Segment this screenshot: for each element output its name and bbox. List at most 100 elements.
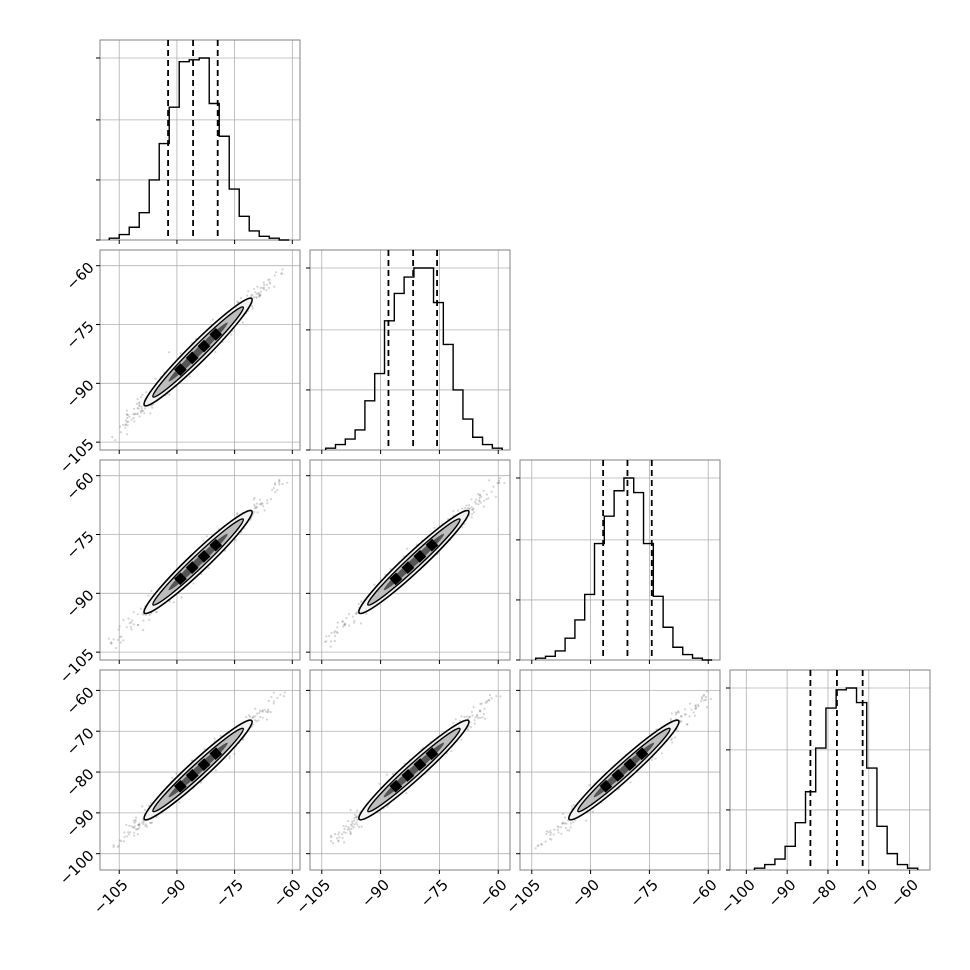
- panel-20-point: [155, 611, 158, 614]
- panel-10-point: [138, 415, 141, 418]
- panel-20-point: [148, 618, 151, 621]
- hist-panel-0: [96, 39, 301, 244]
- panel-30-point: [257, 719, 260, 722]
- panel-10-point: [124, 419, 128, 422]
- panel-21-point: [355, 612, 358, 615]
- panel-32-point: [694, 704, 698, 707]
- panel-21-point: [470, 516, 473, 519]
- panel-32-point: [571, 805, 574, 808]
- panel-31-point: [349, 832, 352, 835]
- panel-31-point: [385, 773, 388, 776]
- panel-10-point: [137, 407, 140, 410]
- panel-21-contours: [358, 509, 470, 615]
- panel-10-point: [127, 420, 130, 423]
- panel-32-point: [674, 711, 677, 714]
- panel-10-point: [133, 413, 136, 416]
- panel-31-point: [485, 701, 488, 704]
- panel-30-point: [134, 828, 138, 831]
- panel-10-point: [250, 305, 254, 308]
- panel-20-point: [235, 513, 238, 516]
- panel-10-point: [253, 287, 256, 290]
- panel-30-point: [143, 808, 146, 812]
- panel-31-point: [341, 833, 344, 836]
- panel-10-point: [137, 402, 140, 405]
- panel-32-point: [700, 696, 704, 699]
- density-peak-0: [389, 779, 403, 793]
- panel-10-point: [258, 292, 261, 295]
- density-peak-0: [599, 779, 613, 793]
- density-peak-2: [197, 758, 211, 771]
- panel-30-point: [272, 700, 276, 703]
- panel-20-point: [192, 582, 195, 585]
- panel-20-point: [141, 613, 144, 616]
- panel-31-point: [337, 840, 340, 843]
- panel-10-point: [141, 409, 144, 413]
- panel-21-point: [483, 499, 486, 502]
- density-peak-3: [635, 747, 649, 761]
- panel-30-point: [199, 781, 202, 784]
- panel-20-point: [278, 481, 281, 484]
- panel-20-point: [142, 619, 145, 622]
- panel-10-point: [132, 416, 135, 420]
- panel-10-point: [262, 288, 266, 291]
- panel-21-point: [333, 631, 336, 634]
- panel-31-point: [483, 717, 487, 721]
- x-tick-label-col2-2: −75: [627, 876, 662, 911]
- panel-21-point: [345, 617, 348, 620]
- panel-31-point: [347, 820, 350, 823]
- panel-32-point: [572, 803, 576, 807]
- panel-31-point: [355, 815, 358, 818]
- panel-20-point: [115, 647, 118, 650]
- panel-32-point: [540, 842, 543, 846]
- panel-20-point: [118, 625, 121, 628]
- density-peak-1: [185, 769, 199, 782]
- panel-10-point: [254, 291, 257, 294]
- panel-20-frame: [99, 459, 301, 661]
- panel-32-point: [700, 697, 704, 700]
- panel-32-point: [700, 700, 703, 703]
- panel-31-point: [468, 715, 471, 719]
- contour-inner: [383, 742, 445, 798]
- contour-inner: [383, 533, 445, 591]
- panel-30-point: [261, 709, 264, 712]
- panel-30-point: [266, 711, 269, 714]
- panel-31-point: [355, 821, 358, 824]
- panel-30-point: [128, 824, 131, 828]
- panel-32-point: [540, 843, 543, 846]
- panel-32-point: [544, 840, 547, 843]
- panel-10-point: [111, 435, 114, 439]
- panel-20-point: [130, 621, 133, 624]
- panel-10-point: [126, 421, 129, 424]
- panel-21-point: [325, 635, 328, 638]
- panel-30-point: [251, 716, 254, 720]
- density-peak-1: [185, 561, 199, 574]
- panel-30-point: [258, 709, 261, 712]
- panel-10-point: [247, 290, 250, 293]
- y-tick-label-row3-1: −70: [63, 724, 98, 759]
- panel-21-point: [343, 623, 346, 626]
- panel-20-point: [205, 535, 208, 538]
- panel-31-point: [344, 831, 347, 834]
- panel-31-point: [463, 715, 466, 719]
- panel-10-point: [126, 416, 129, 419]
- x-tick-label-col3-3: −70: [846, 876, 881, 911]
- panel-31-point: [480, 702, 483, 705]
- panel-31-point: [351, 822, 354, 825]
- panel-21-point: [474, 500, 477, 503]
- panel-31-point: [337, 839, 340, 842]
- x-tick-label-col3-4: −60: [887, 876, 922, 911]
- x-tick-label-col0-2: −75: [212, 876, 247, 911]
- panel-21-point: [336, 626, 339, 629]
- panel-20-point: [128, 621, 131, 625]
- panel-30-point: [263, 708, 266, 711]
- panel-20-point: [253, 503, 256, 507]
- panel-32-point: [585, 819, 588, 822]
- panel-10-point: [126, 433, 129, 436]
- hist-0-frame: [99, 39, 301, 241]
- panel-31-point: [353, 819, 356, 822]
- panel-20-point: [236, 512, 239, 515]
- panel-30-point: [267, 699, 270, 703]
- panel-20-point: [119, 641, 122, 644]
- panel-30-point: [148, 821, 152, 825]
- panel2d-3-1: [306, 669, 511, 874]
